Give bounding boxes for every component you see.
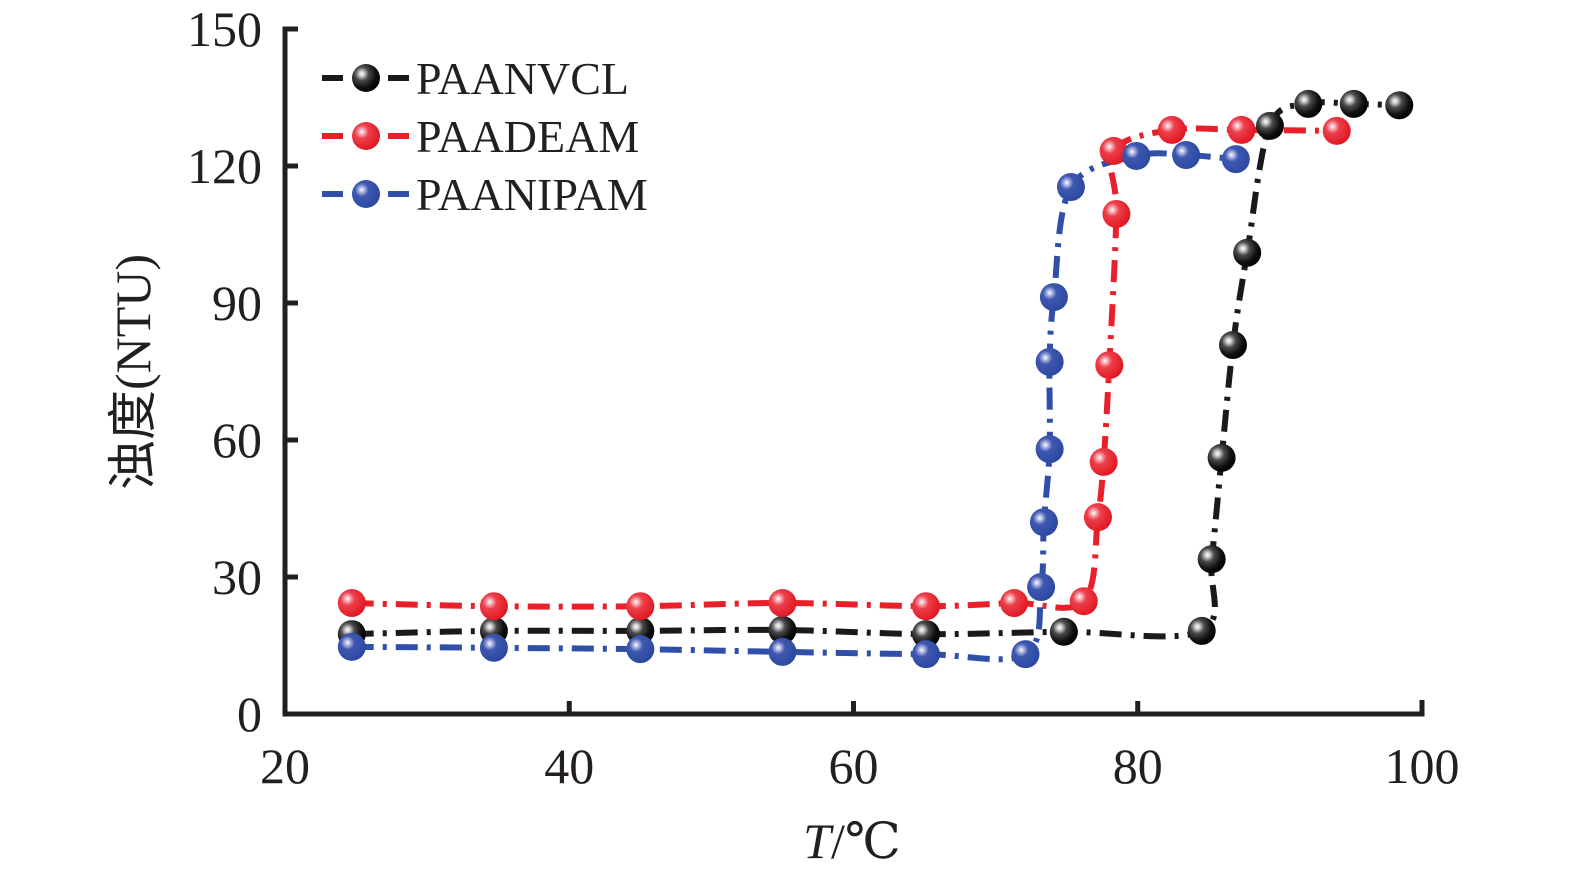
x-tick-label: 80 <box>1113 738 1163 794</box>
data-point-paadeam <box>337 589 366 618</box>
data-point-paanvcl <box>768 615 797 644</box>
data-point-paanipam <box>1029 508 1058 537</box>
data-point-paanvcl <box>1187 616 1216 645</box>
data-point-paanvcl <box>1233 238 1262 267</box>
data-point-paadeam <box>1083 503 1112 532</box>
legend-item-paanipam: PAANIPAM <box>322 169 648 220</box>
y-tick-label: 30 <box>212 549 262 605</box>
y-axis-ticks: 0 30 60 90 120 150 <box>187 1 298 742</box>
axis-frame <box>282 26 1425 717</box>
data-point-paanipam <box>1035 435 1064 464</box>
data-point-paadeam <box>479 592 508 621</box>
data-point-paanvcl <box>1218 331 1247 360</box>
legend-label: PAADEAM <box>416 111 639 162</box>
data-point-paanipam <box>1027 573 1056 602</box>
data-point-paadeam <box>1089 447 1118 476</box>
data-point-paadeam <box>911 592 940 621</box>
x-axis-title-var: T <box>803 813 834 869</box>
data-point-paadeam <box>1095 351 1124 380</box>
series-line-paanipam <box>351 150 1237 663</box>
data-point-paadeam <box>1102 199 1131 228</box>
y-tick-label: 120 <box>187 138 262 194</box>
data-point-paanvcl <box>1207 443 1236 472</box>
data-point-paanipam <box>479 633 508 662</box>
data-point-paadeam <box>626 592 655 621</box>
data-point-paadeam <box>768 589 797 618</box>
data-point-paadeam <box>1069 587 1098 616</box>
y-axis-title: 浊度(NTU) <box>105 254 161 490</box>
x-tick-label: 100 <box>1385 738 1460 794</box>
axes <box>282 26 1425 717</box>
data-point-paanvcl <box>1049 617 1078 646</box>
data-point-paanipam <box>337 632 366 661</box>
data-point-paanvcl <box>911 620 940 649</box>
x-tick-label: 40 <box>544 738 594 794</box>
legend-label: PAANIPAM <box>416 169 648 220</box>
y-tick-label: 90 <box>212 275 262 331</box>
legend: PAANVCL PAADEAM PAANIPAM <box>322 53 648 220</box>
data-point-paadeam <box>1322 116 1351 145</box>
data-point-paanvcl <box>1197 545 1226 574</box>
y-tick-label: 0 <box>237 686 262 742</box>
legend-label: PAANVCL <box>416 53 629 104</box>
legend-marker <box>352 122 380 150</box>
data-point-paanipam <box>1039 283 1068 312</box>
data-point-paanipam <box>1221 145 1250 174</box>
data-point-paanipam <box>1122 141 1151 170</box>
data-point-paadeam <box>1099 136 1128 165</box>
data-point-paanvcl <box>1255 111 1284 140</box>
legend-marker <box>352 180 380 208</box>
legend-item-paanvcl: PAANVCL <box>322 53 629 104</box>
legend-item-paadeam: PAADEAM <box>322 111 639 162</box>
data-point-paanipam <box>626 635 655 664</box>
y-tick-label: 60 <box>212 412 262 468</box>
data-point-paadeam <box>1227 115 1256 144</box>
x-axis-title-unit: /℃ <box>831 813 901 869</box>
legend-marker <box>352 64 380 92</box>
data-point-paanvcl <box>1294 89 1323 118</box>
x-tick-label: 60 <box>829 738 879 794</box>
x-axis-ticks: 20 40 60 80 100 <box>260 701 1460 794</box>
x-axis-title: T/℃ <box>803 813 901 869</box>
y-tick-label: 150 <box>187 1 262 57</box>
data-point-paanipam <box>1011 640 1040 669</box>
x-tick-label: 20 <box>260 738 310 794</box>
data-point-paanipam <box>911 640 940 669</box>
data-point-paanvcl <box>1385 91 1414 120</box>
data-point-paanipam <box>1172 141 1201 170</box>
data-point-paanipam <box>1056 173 1085 202</box>
data-point-paanipam <box>768 637 797 666</box>
series-points <box>337 89 1414 669</box>
data-point-paadeam <box>1000 589 1029 618</box>
data-point-paanipam <box>1035 347 1064 376</box>
data-point-paadeam <box>1157 115 1186 144</box>
data-point-paanvcl <box>1339 89 1368 118</box>
